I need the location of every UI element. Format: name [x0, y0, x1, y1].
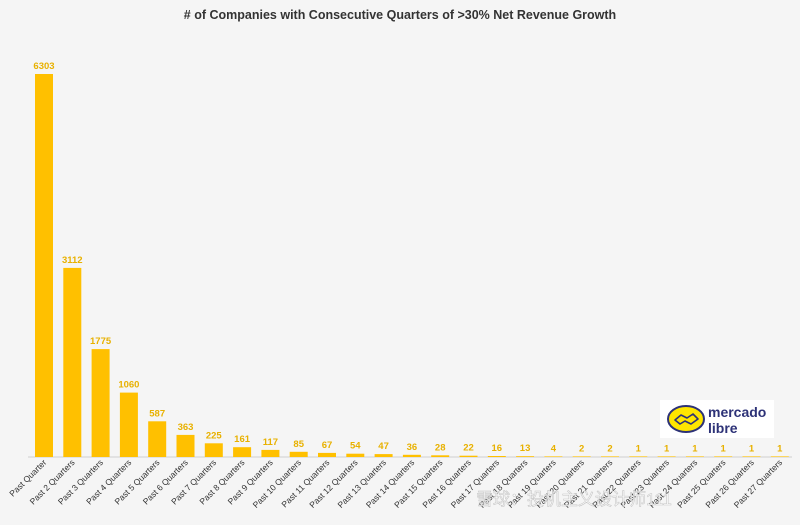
bar-value-label-2: 3112 [62, 255, 83, 266]
bar-value-label-9: 117 [263, 437, 278, 448]
watermark: 雪球：投机主义设计师111 [476, 490, 672, 509]
bar-2 [63, 267, 82, 457]
bar-value-label-27: 1 [777, 443, 783, 454]
bar-10 [289, 451, 308, 457]
mercado-libre-logo: mercado libre [660, 400, 774, 438]
bar-value-label-24: 1 [692, 443, 698, 454]
bar-25 [714, 456, 733, 457]
logo-text-line2: libre [708, 420, 738, 436]
bar-1 [35, 74, 53, 457]
bar-23 [657, 456, 676, 457]
bar-value-label-20: 2 [579, 443, 584, 454]
handshake-icon [667, 405, 705, 433]
bar-4 [119, 392, 138, 457]
bar-value-label-19: 4 [551, 443, 557, 454]
bar-20 [572, 456, 591, 457]
bar-21 [601, 456, 619, 457]
bar-9 [261, 449, 280, 457]
bars-group [35, 74, 789, 457]
bar-value-label-23: 1 [664, 443, 670, 454]
bar-value-label-17: 16 [492, 443, 503, 454]
handshake-shape [674, 413, 699, 425]
bar-18 [516, 456, 535, 457]
bar-26 [742, 456, 761, 457]
bar-value-label-14: 36 [407, 442, 418, 453]
bar-value-label-15: 28 [435, 442, 446, 453]
bar-value-label-1: 6303 [33, 61, 54, 72]
bar-24 [685, 456, 704, 457]
bar-17 [487, 456, 506, 457]
bar-8 [233, 447, 252, 457]
bar-value-label-10: 85 [293, 439, 304, 450]
bar-value-label-5: 587 [149, 408, 165, 419]
bar-value-label-26: 1 [749, 443, 755, 454]
bar-14 [402, 454, 421, 457]
bar-16 [459, 455, 478, 457]
bar-22 [629, 456, 648, 457]
bar-value-label-22: 1 [636, 443, 642, 454]
bar-value-label-7: 225 [206, 430, 223, 441]
bar-value-label-6: 363 [178, 422, 194, 433]
bar-value-label-21: 2 [607, 443, 612, 454]
bar-value-label-8: 161 [234, 434, 251, 445]
bar-11 [318, 452, 336, 457]
bar-13 [374, 454, 393, 457]
bar-value-label-11: 67 [322, 440, 333, 451]
bar-5 [148, 421, 167, 457]
bar-7 [204, 443, 223, 457]
bar-value-label-12: 54 [350, 441, 361, 452]
bar-12 [346, 453, 365, 457]
bar-19 [544, 456, 563, 457]
bar-15 [431, 455, 450, 457]
bar-value-label-25: 1 [721, 443, 727, 454]
bar-value-label-3: 1775 [90, 336, 112, 347]
bar-value-label-13: 47 [378, 441, 389, 452]
bar-value-label-4: 1060 [118, 380, 139, 391]
bar-27 [770, 456, 789, 457]
bar-value-label-18: 13 [520, 443, 531, 454]
bar-3 [91, 349, 110, 457]
logo-text-line1: mercado [708, 404, 766, 420]
bar-value-label-16: 22 [463, 443, 474, 454]
chart-title: # of Companies with Consecutive Quarters… [184, 8, 616, 22]
bar-6 [176, 434, 195, 457]
